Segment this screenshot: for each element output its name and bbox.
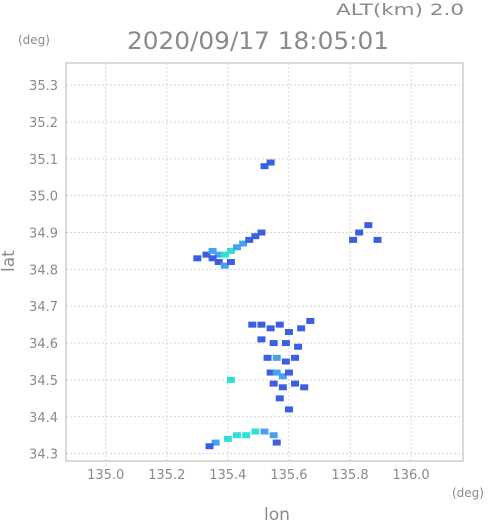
y-tick-label: 35.1 bbox=[29, 153, 58, 168]
y-tick-label: 34.5 bbox=[29, 374, 58, 389]
echo-cell bbox=[355, 229, 364, 236]
echo-cell bbox=[349, 236, 358, 243]
echo-cell bbox=[373, 236, 382, 243]
echo-cell bbox=[193, 255, 202, 262]
echo-cell bbox=[266, 159, 275, 166]
echo-cell bbox=[220, 262, 229, 269]
echo-cell bbox=[223, 435, 232, 442]
altitude-label: ALT(km) 2.0 bbox=[336, 0, 464, 19]
echo-cell bbox=[233, 432, 242, 439]
echo-cell bbox=[242, 432, 251, 439]
y-tick-label: 34.6 bbox=[29, 337, 58, 352]
echo-cell bbox=[226, 259, 235, 265]
x-tick-label: 135.2 bbox=[148, 468, 185, 483]
x-tick-label: 135.0 bbox=[87, 468, 124, 483]
x-tick-label: 135.8 bbox=[331, 468, 368, 483]
echo-cell bbox=[269, 340, 278, 347]
echo-cell bbox=[278, 373, 287, 380]
echo-cell bbox=[297, 325, 306, 332]
echo-cell bbox=[275, 395, 284, 402]
echo-cell bbox=[266, 369, 275, 376]
grid bbox=[66, 63, 463, 461]
echo-cell bbox=[266, 325, 275, 332]
plot-frame bbox=[65, 62, 464, 462]
echo-cell bbox=[226, 376, 235, 383]
echo-cell bbox=[208, 255, 217, 262]
echo-cell bbox=[269, 380, 278, 387]
echo-cell bbox=[294, 343, 303, 350]
echo-cell bbox=[211, 439, 220, 446]
echo-cell bbox=[291, 354, 300, 361]
echo-cell bbox=[226, 247, 235, 254]
echo-cell bbox=[257, 229, 266, 236]
echo-cell bbox=[291, 380, 300, 387]
y-axis-label: lat bbox=[0, 250, 19, 272]
echo-cell bbox=[306, 317, 315, 324]
x-tick-label: 136.0 bbox=[392, 468, 429, 483]
echo-cell bbox=[251, 233, 260, 240]
echo-cell bbox=[284, 369, 293, 376]
echo-cell bbox=[272, 354, 281, 361]
echo-cell bbox=[220, 251, 229, 258]
tick-labels: 135.0 135.2 135.4 135.6 135.8 136.0 34.3 34.4 34… bbox=[29, 79, 430, 483]
echo-cell bbox=[257, 336, 266, 343]
echo-cell bbox=[251, 428, 260, 435]
y-tick-label: 35.3 bbox=[29, 79, 58, 94]
echo-cell bbox=[214, 259, 223, 265]
x-tick-label: 135.6 bbox=[270, 468, 307, 483]
y-tick-label: 34.3 bbox=[29, 448, 58, 463]
echo-cell bbox=[248, 321, 257, 328]
y-tick-label: 34.7 bbox=[29, 300, 58, 315]
echo-cell bbox=[364, 222, 373, 229]
echo-cell bbox=[208, 247, 217, 254]
echo-cell bbox=[278, 384, 287, 391]
x-tick-label: 135.4 bbox=[209, 468, 246, 483]
echo-cell bbox=[281, 358, 290, 365]
y-tick-label: 34.4 bbox=[29, 411, 58, 426]
y-tick-label: 35.0 bbox=[29, 190, 58, 205]
datetime-title: 2020/09/17 18:05:01 bbox=[127, 27, 389, 55]
echo-cell bbox=[257, 321, 266, 328]
echo-cell bbox=[281, 340, 290, 347]
echo-cell bbox=[275, 321, 284, 328]
y-tick-label: 34.8 bbox=[29, 263, 58, 278]
echo-cell bbox=[263, 354, 272, 361]
y-tick-label: 34.9 bbox=[29, 227, 58, 242]
echo-cell bbox=[272, 439, 281, 446]
echo-cell bbox=[284, 406, 293, 413]
x-unit-label: (deg) bbox=[452, 486, 484, 500]
echo-cell bbox=[202, 251, 211, 258]
echo-cell bbox=[205, 443, 214, 450]
echo-cell bbox=[239, 240, 248, 247]
echo-cells bbox=[193, 159, 382, 450]
echo-cell bbox=[245, 236, 254, 243]
echo-cell bbox=[284, 329, 293, 336]
echo-cell bbox=[300, 384, 309, 391]
echo-cell bbox=[214, 251, 223, 258]
y-tick-label: 35.2 bbox=[29, 116, 58, 131]
echo-cell bbox=[233, 244, 242, 251]
echo-cell bbox=[272, 369, 281, 376]
y-unit-label: (deg) bbox=[18, 33, 50, 47]
echo-cell bbox=[269, 432, 278, 439]
echo-cell bbox=[260, 163, 269, 170]
echo-cell bbox=[260, 428, 269, 435]
x-axis-label: lon bbox=[264, 505, 290, 521]
